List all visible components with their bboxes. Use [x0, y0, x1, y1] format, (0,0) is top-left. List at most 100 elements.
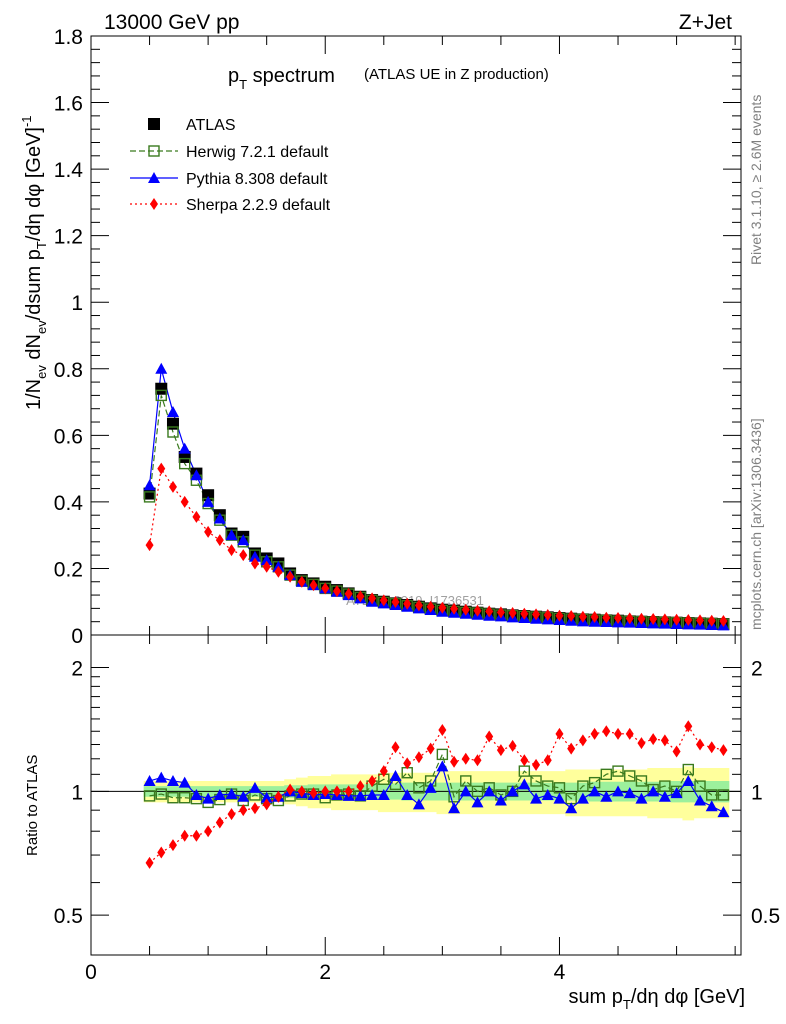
main-point-sherpa [555, 609, 564, 622]
ratio-point-sherpa [321, 785, 330, 798]
legend-label-pythia: Pythia 8.308 default [186, 171, 328, 188]
main-point-sherpa [145, 539, 154, 552]
main-point-herwig [155, 389, 167, 402]
main-point-sherpa [286, 570, 295, 583]
ratio-point-sherpa [250, 802, 259, 815]
main-y-tick-label: 1.6 [54, 93, 83, 116]
ratio-point-sherpa [192, 829, 201, 842]
ratio-point-herwig [436, 748, 449, 761]
main-point-sherpa [508, 607, 517, 620]
ratio-point-sherpa [508, 739, 517, 752]
side-mcplots: mcplots.cern.ch [arXiv:1306.3436] [748, 418, 764, 630]
main-point-sherpa [461, 603, 470, 616]
main-y-label: 1/Nev dNev/dsum pT/dη dφ [GeV]-1 [19, 115, 49, 410]
ratio-point-sherpa [485, 730, 494, 743]
ratio-point-sherpa [379, 765, 388, 778]
main-y-tick-label: 1.4 [54, 159, 84, 182]
ratio-point-sherpa [414, 751, 423, 764]
main-point-sherpa [672, 613, 681, 626]
main-panel: 00.20.40.60.811.21.41.61.8 ATLAS_2019_I1… [19, 26, 742, 648]
ratio-point-pythia [717, 806, 730, 818]
main-y-tick-label: 0.8 [54, 359, 83, 382]
plot-title: pT spectrum [228, 65, 335, 92]
main-point-pythia [237, 534, 250, 546]
main-point-pythia [143, 479, 156, 491]
ratio-point-sherpa [332, 785, 341, 798]
plot-title-main: p [228, 65, 239, 87]
ratio-point-pythia [178, 776, 191, 788]
ratio-point-sherpa [286, 783, 295, 796]
ratio-point-pythia [448, 802, 461, 814]
main-point-sherpa [684, 614, 693, 627]
ratio-point-herwig [612, 765, 624, 777]
main-point-sherpa [649, 613, 658, 626]
ratio-point-pythia [143, 774, 156, 786]
ratio-point-sherpa [403, 757, 412, 770]
ratio-point-pythia [635, 792, 648, 804]
ratio-point-pythia [401, 788, 414, 800]
main-series [143, 362, 730, 631]
main-line-pythia [148, 368, 724, 626]
x-tick-label: 2 [319, 961, 331, 984]
ratio-point-sherpa [590, 727, 599, 740]
ratio-point-herwig [706, 789, 718, 801]
ratio-point-herwig [143, 790, 156, 802]
ratio-point-sherpa [532, 758, 541, 771]
legend-marker-herwig [148, 145, 160, 157]
plot-subtitle: (ATLAS UE in Z production) [364, 66, 549, 83]
ratio-point-pythia [260, 791, 273, 803]
ratio-point-pythia [202, 792, 215, 804]
header-energy: 13000 GeV pp [104, 11, 239, 34]
main-y-tick-label: 0.6 [54, 425, 83, 448]
ratio-point-herwig [471, 785, 484, 798]
main-y-tick-label: 0 [71, 625, 83, 648]
main-point-sherpa [168, 480, 177, 493]
ratio-panel: 0.5 0.5 1 1 2 2 0 2 4 Ratio to ATLAS [24, 634, 780, 984]
x-tick-label: 0 [85, 961, 97, 984]
ratio-point-sherpa [180, 829, 189, 842]
ratio-y-tick-label-right: 2 [751, 658, 763, 681]
main-y-tick-label: 1.2 [54, 226, 83, 249]
main-point-sherpa [567, 610, 576, 623]
ratio-point-sherpa [719, 744, 728, 757]
ratio-point-sherpa [204, 825, 213, 838]
ratio-point-pythia [190, 788, 203, 800]
ratio-point-pythia [471, 796, 484, 808]
ratio-point-pythia [612, 785, 625, 797]
main-point-sherpa [391, 596, 400, 609]
legend-label-herwig: Herwig 7.2.1 default [186, 144, 329, 161]
main-point-sherpa [403, 597, 412, 610]
main-point-pythia [260, 554, 273, 566]
ratio-point-sherpa [684, 720, 693, 733]
ratio-point-pythia [682, 774, 695, 786]
ratio-point-herwig [530, 775, 542, 787]
ratio-point-sherpa [168, 839, 177, 852]
ratio-series [143, 720, 730, 869]
ratio-point-herwig [448, 791, 460, 803]
ratio-point-sherpa [578, 734, 587, 747]
ratio-point-sherpa [157, 846, 166, 859]
ratio-point-sherpa [473, 754, 482, 767]
ratio-point-pythia [213, 788, 226, 800]
main-point-sherpa [309, 579, 318, 592]
ratio-point-sherpa [274, 790, 283, 803]
main-point-sherpa [485, 605, 494, 618]
main-point-sherpa [368, 592, 377, 605]
ratio-point-sherpa [672, 745, 681, 758]
side-rivet: Rivet 3.1.10, ≥ 2.6M events [748, 95, 764, 265]
ratio-point-pythia [436, 760, 449, 772]
ratio-point-sherpa [649, 733, 658, 746]
ratio-point-sherpa [438, 723, 447, 736]
ratio-point-pythia [166, 774, 179, 786]
main-ticks: 0 0.2 0.4 0.6 0.8 1 1.2 1.4 1.6 1.8 [54, 26, 741, 648]
main-point-sherpa [625, 612, 634, 625]
ratio-point-pythia [366, 788, 379, 800]
ratio-point-pythia [483, 785, 496, 797]
ratio-point-pythia [694, 794, 707, 806]
ratio-point-herwig [178, 792, 191, 804]
main-point-pythia [202, 495, 215, 507]
ratio-point-pythia [377, 788, 390, 800]
ratio-point-pythia [494, 794, 507, 806]
ratio-point-sherpa [602, 725, 611, 738]
main-point-sherpa [614, 612, 623, 625]
